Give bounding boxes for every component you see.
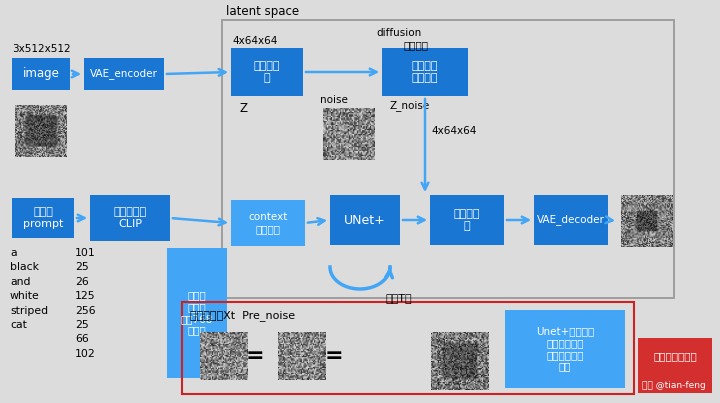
Text: 迭代T次: 迭代T次 (385, 293, 412, 303)
Text: =: = (325, 346, 343, 366)
Text: a
black
and
white
striped
cat: a black and white striped cat (10, 248, 48, 330)
Text: UNet+: UNet+ (344, 214, 386, 226)
Text: 4x64x64: 4x64x64 (431, 126, 477, 136)
FancyBboxPatch shape (84, 58, 164, 90)
Text: 初始化噪声Xt  Pre_noise: 初始化噪声Xt Pre_noise (190, 310, 295, 321)
Text: Unet+表示输出
端还加上了这
个东西，没画
出来: Unet+表示输出 端还加上了这 个东西，没画 出来 (536, 326, 594, 372)
Text: 潜空间向
量加噪声: 潜空间向 量加噪声 (412, 61, 438, 83)
Text: context
文本向量: context 文本向量 (248, 212, 288, 234)
Text: 每个数
字分别
对应768
维向量: 每个数 字分别 对应768 维向量 (181, 291, 213, 335)
Text: 潜空间向
量: 潜空间向 量 (454, 209, 480, 231)
FancyBboxPatch shape (90, 195, 170, 241)
Text: 图生图采样阶段: 图生图采样阶段 (653, 351, 697, 361)
Text: image: image (22, 67, 60, 81)
FancyBboxPatch shape (231, 48, 303, 96)
Text: 4x64x64: 4x64x64 (232, 36, 277, 46)
Text: 101
25
26
125
256
25
66
102: 101 25 26 125 256 25 66 102 (75, 248, 96, 359)
FancyBboxPatch shape (505, 310, 625, 388)
FancyBboxPatch shape (12, 58, 70, 90)
FancyBboxPatch shape (382, 48, 468, 96)
Text: 3x512x512: 3x512x512 (12, 44, 71, 54)
FancyBboxPatch shape (231, 200, 305, 246)
Text: diffusion: diffusion (376, 28, 421, 38)
FancyBboxPatch shape (638, 338, 712, 393)
Text: latent space: latent space (226, 5, 299, 18)
FancyBboxPatch shape (167, 248, 227, 378)
FancyBboxPatch shape (534, 195, 608, 245)
Text: 知乎 @tian-feng: 知乎 @tian-feng (642, 381, 706, 390)
FancyBboxPatch shape (430, 195, 504, 245)
FancyBboxPatch shape (330, 195, 400, 245)
Text: 提示词
prompt: 提示词 prompt (23, 207, 63, 229)
Text: VAE_encoder: VAE_encoder (90, 69, 158, 79)
FancyBboxPatch shape (12, 198, 74, 238)
Text: 文本编码器
CLIP: 文本编码器 CLIP (114, 207, 147, 229)
Text: =: = (246, 346, 264, 366)
Text: VAE_decoder: VAE_decoder (537, 214, 605, 225)
Text: Z_noise: Z_noise (390, 100, 431, 111)
Text: noise: noise (320, 95, 348, 105)
Text: 潜空间向
量: 潜空间向 量 (253, 61, 280, 83)
Text: 前向加噪: 前向加噪 (404, 40, 429, 50)
Text: Z: Z (239, 102, 247, 115)
